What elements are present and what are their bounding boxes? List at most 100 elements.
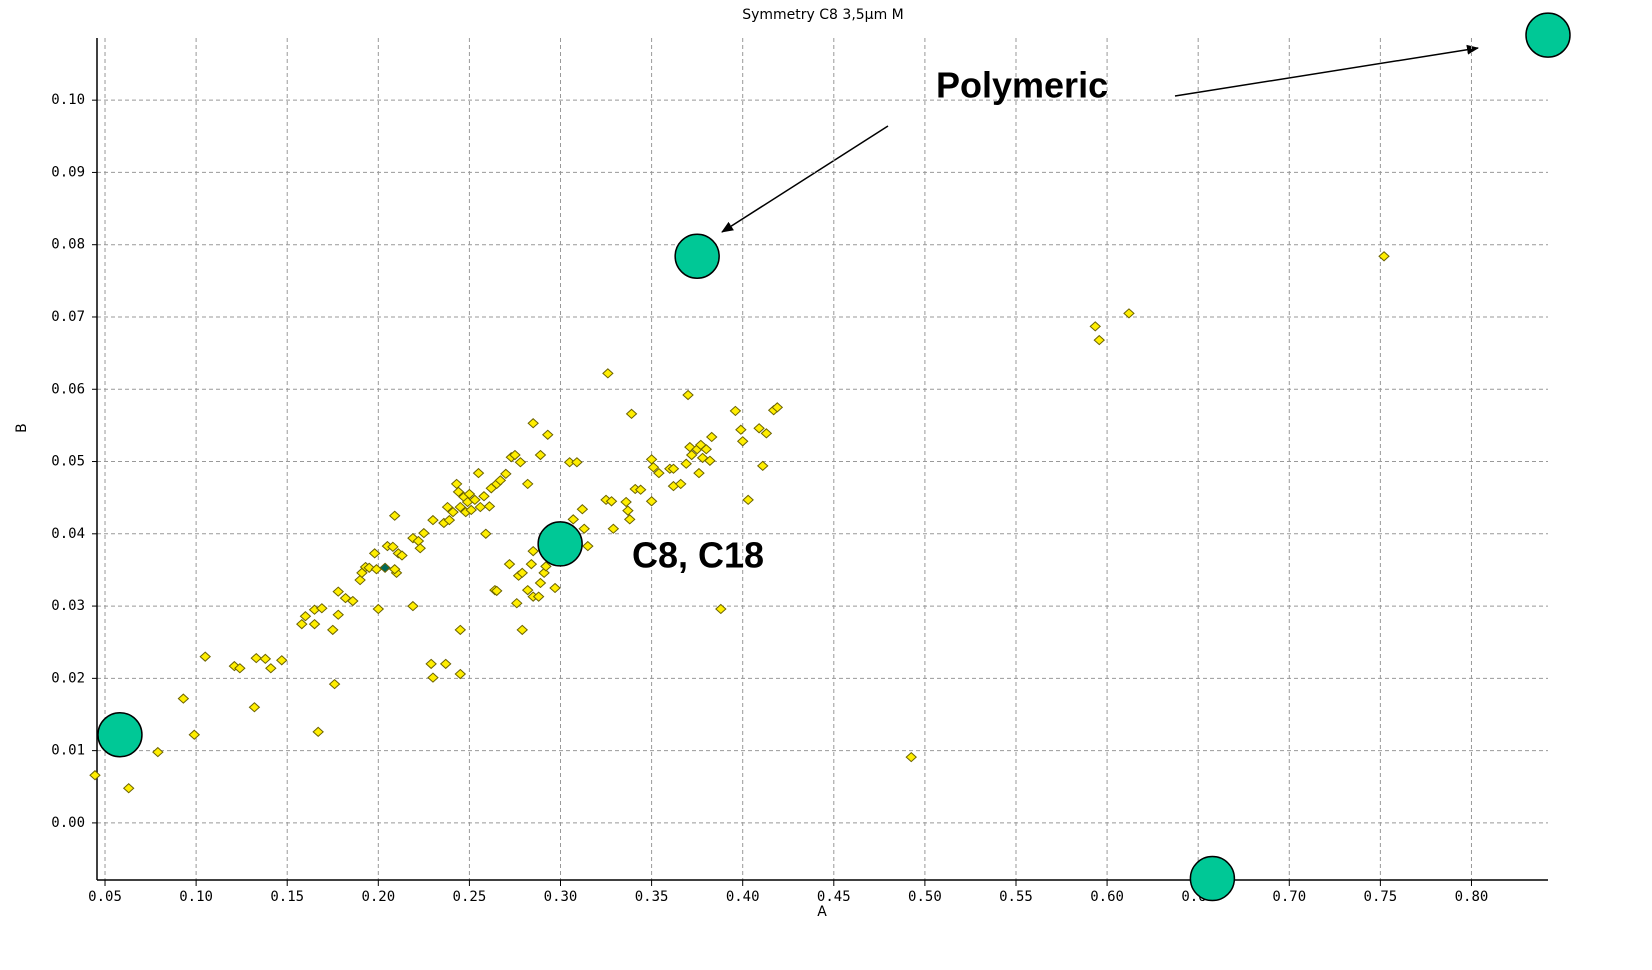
point: [756, 460, 769, 472]
point: [525, 558, 538, 570]
highlight-point: [674, 233, 720, 280]
point: [700, 444, 713, 455]
point: [454, 624, 467, 636]
point: [328, 678, 341, 690]
y-tick-label: 0.02: [51, 670, 85, 686]
point: [622, 505, 634, 516]
point: [299, 611, 312, 622]
point: [387, 541, 399, 552]
point: [443, 514, 456, 526]
point: [472, 467, 485, 479]
point: [571, 457, 583, 468]
point: [354, 574, 366, 586]
point: [388, 510, 401, 521]
point: [454, 668, 467, 680]
y-tick-label: 0.04: [51, 526, 85, 542]
x-tick-label: 0.70: [1272, 889, 1306, 905]
point: [316, 603, 328, 614]
y-tick-label: 0.07: [51, 309, 85, 325]
point: [465, 504, 477, 516]
point: [905, 751, 917, 763]
y-axis-label: B: [14, 423, 30, 433]
point: [578, 523, 590, 534]
y-tick-label: 0.05: [51, 454, 85, 470]
point: [347, 595, 359, 607]
point: [407, 600, 419, 612]
x-tick-label: 0.80: [1455, 889, 1489, 905]
highlight-point: [97, 711, 143, 758]
point: [1123, 308, 1135, 319]
highlight-point: [1189, 855, 1236, 902]
point: [647, 462, 660, 473]
point: [427, 514, 439, 526]
point: [675, 478, 687, 490]
point: [567, 514, 580, 525]
point: [516, 567, 528, 579]
point: [503, 558, 516, 570]
y-tick-label: 0.09: [51, 164, 85, 180]
point: [685, 449, 698, 461]
x-tick-label: 0.35: [635, 889, 669, 905]
point: [527, 418, 539, 429]
arrow: [721, 125, 889, 233]
chart-title: Symmetry C8 3,5µm M: [742, 7, 904, 23]
point: [396, 550, 408, 561]
point: [199, 651, 211, 662]
point: [500, 468, 512, 479]
x-tick-label: 0.05: [88, 889, 122, 905]
point: [576, 504, 589, 515]
point: [463, 488, 476, 500]
point: [521, 478, 534, 490]
point: [296, 618, 308, 630]
point: [494, 475, 507, 486]
point: [534, 577, 547, 589]
point: [602, 368, 614, 379]
point: [427, 672, 439, 683]
point: [439, 658, 452, 670]
point: [312, 726, 324, 738]
x-tick-label: 0.45: [817, 889, 851, 905]
point: [188, 729, 201, 740]
y-tick-label: 0.03: [51, 598, 85, 614]
point: [474, 501, 487, 513]
point: [490, 585, 503, 597]
x-tick-label: 0.55: [999, 889, 1033, 905]
x-tick-label: 0.50: [908, 889, 942, 905]
point: [511, 598, 523, 609]
point: [332, 586, 344, 597]
point: [425, 658, 437, 670]
point: [478, 491, 490, 502]
point: [275, 655, 288, 666]
point: [308, 618, 321, 630]
point: [645, 496, 658, 507]
point: [771, 402, 784, 413]
point: [634, 484, 647, 495]
point: [1093, 334, 1106, 346]
point: [250, 652, 262, 664]
x-tick-label: 0.60: [1090, 889, 1124, 905]
point: [372, 603, 385, 615]
point: [521, 585, 534, 596]
y-tick-label: 0.06: [51, 381, 85, 397]
point: [645, 454, 658, 465]
point: [667, 463, 680, 474]
point: [625, 408, 638, 420]
point: [89, 770, 101, 781]
point: [620, 496, 632, 508]
point: [735, 424, 747, 435]
point: [441, 501, 454, 513]
point: [1378, 251, 1390, 262]
annotation: C8, C18: [632, 535, 764, 576]
point: [705, 431, 718, 443]
point: [152, 746, 164, 758]
point: [1089, 321, 1101, 332]
point: [248, 702, 261, 713]
point: [177, 693, 190, 704]
point: [653, 467, 665, 479]
point: [729, 405, 742, 417]
point: [704, 455, 716, 466]
point: [540, 561, 552, 572]
point: [122, 783, 135, 794]
highlight-point: [537, 521, 583, 567]
